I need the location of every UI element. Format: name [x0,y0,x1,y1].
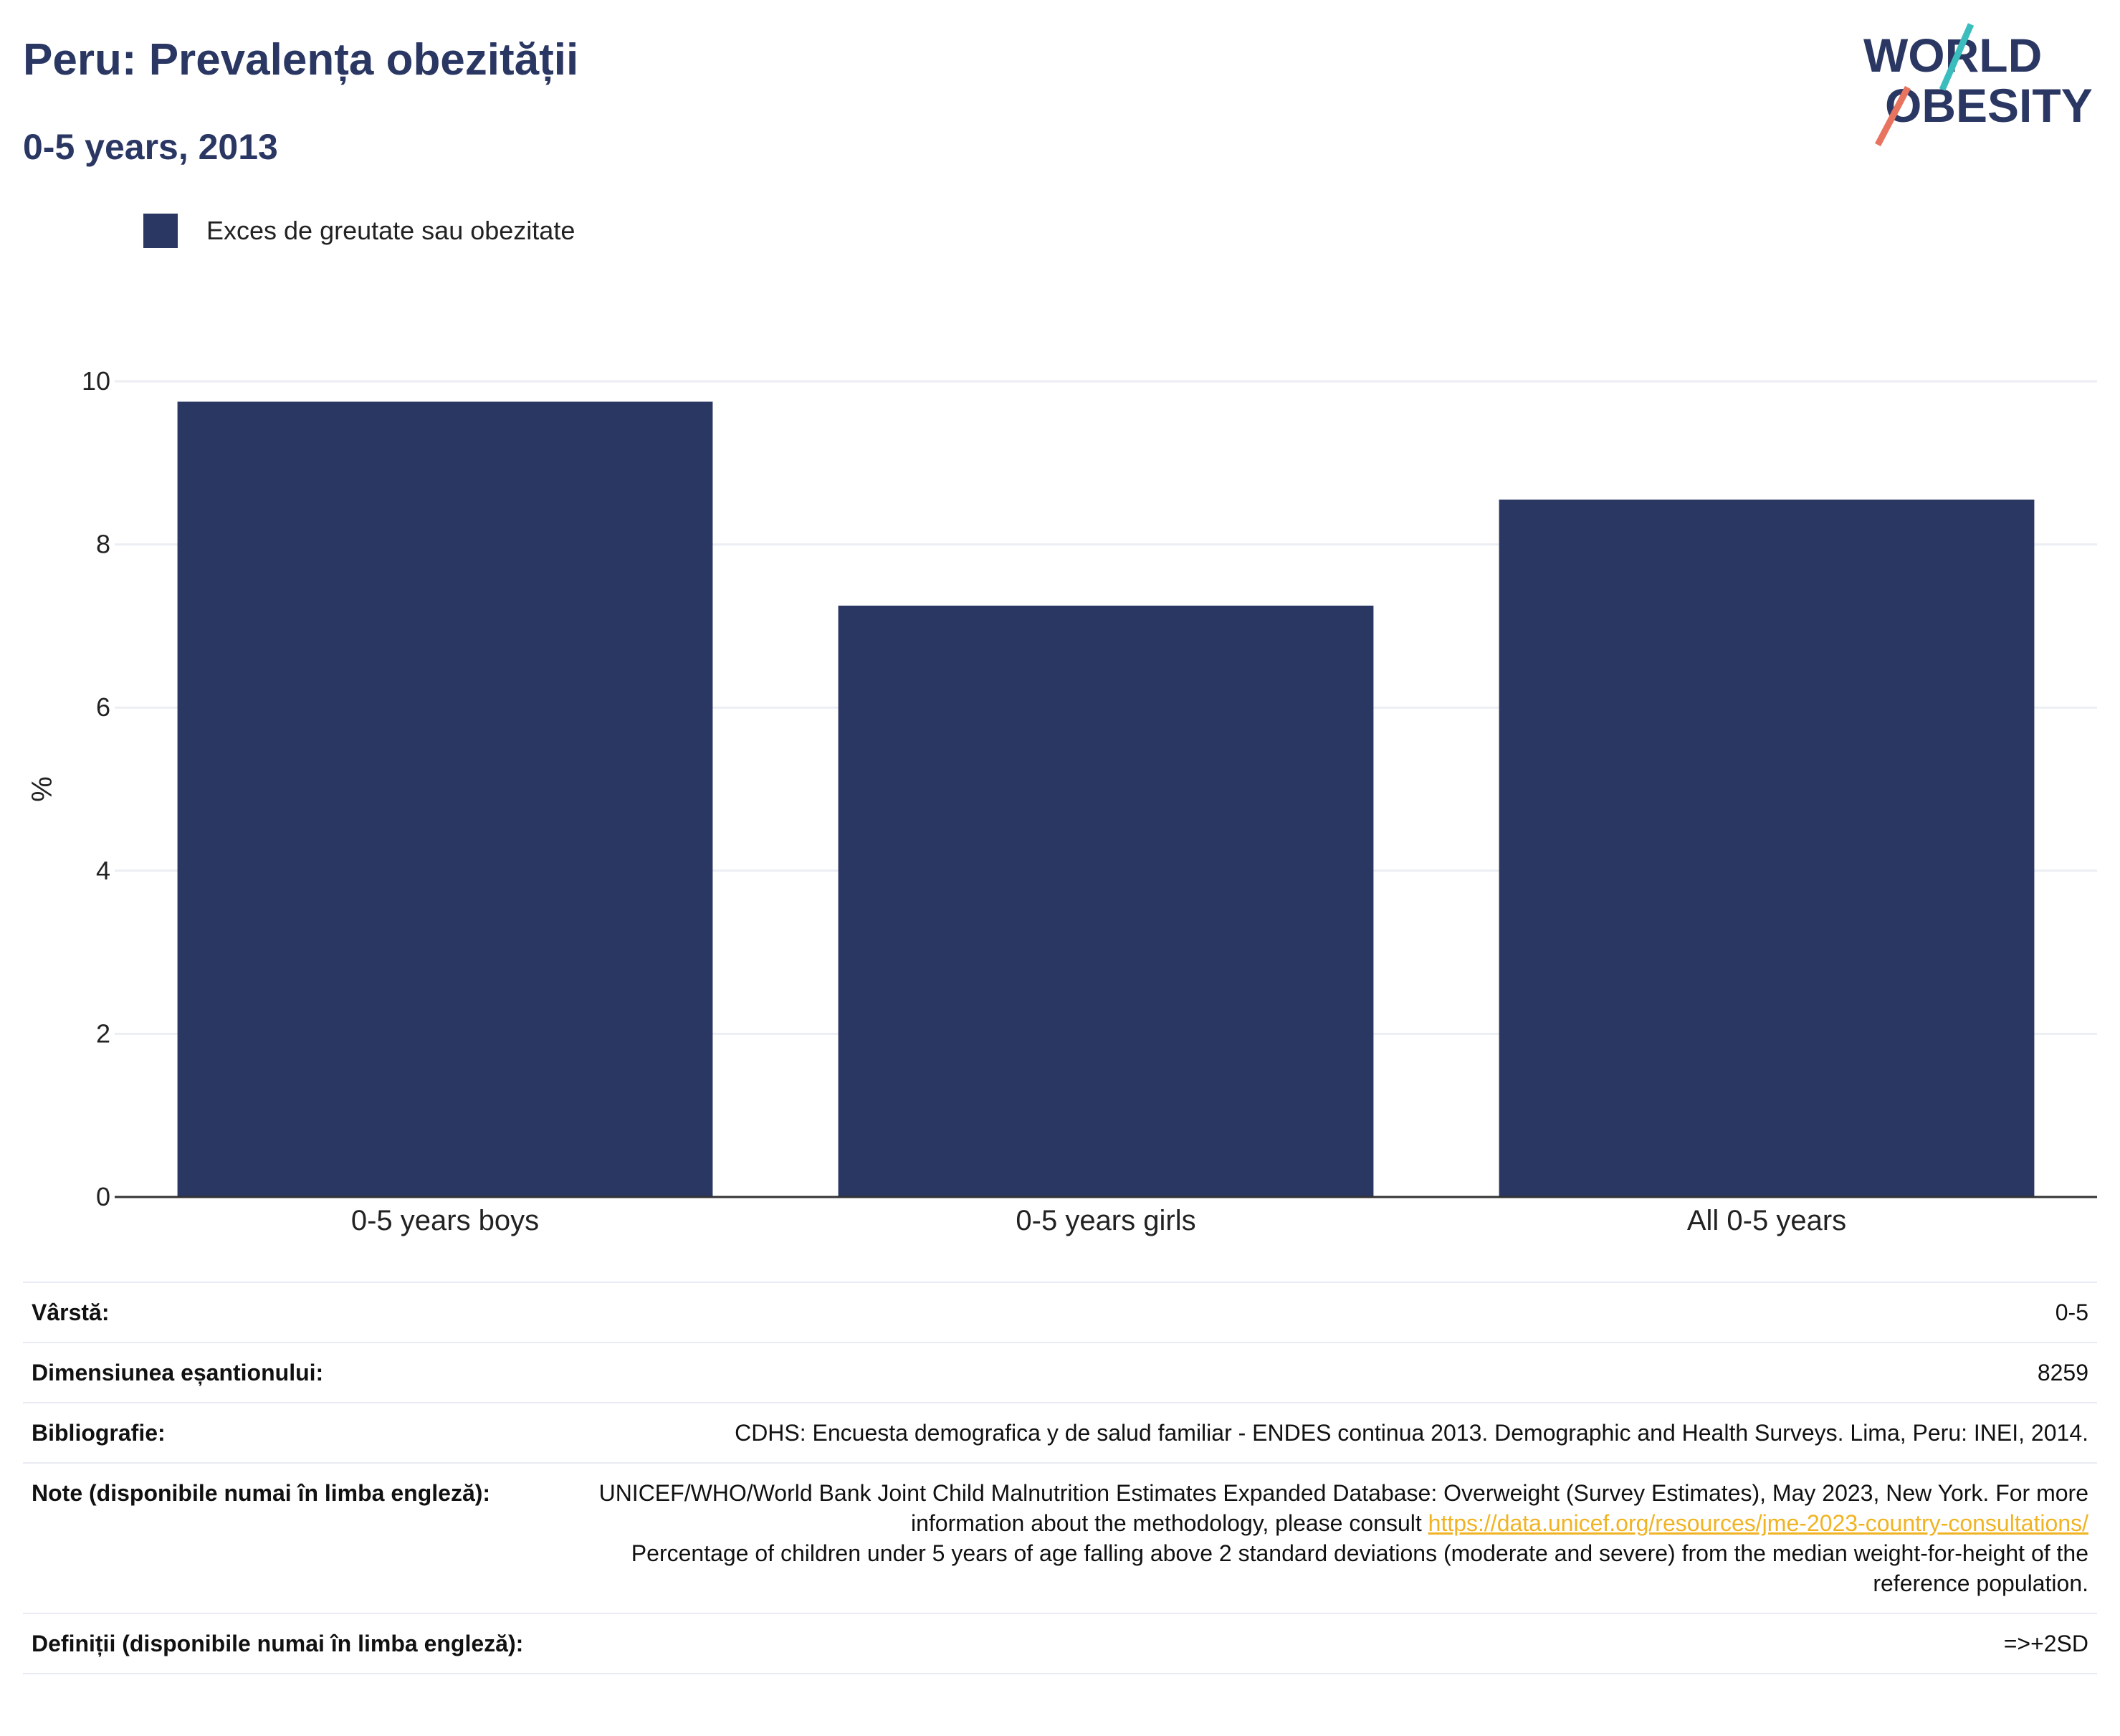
bar-chart: 0 2 4 6 8 10 0-5 years boys 0-5 years girls All … [27,366,2097,1236]
x-tick-label: 0-5 years boys [351,1205,539,1236]
bibliography-label: Bibliografie: [23,1402,556,1463]
notes-link[interactable]: https://data.unicef.org/resources/jme-20… [1428,1510,2088,1536]
age-value: 0-5 [556,1282,2097,1342]
y-tick-label: 4 [96,856,110,885]
meta-row-definitions: Definiții (disponibile numai în limba en… [23,1613,2097,1674]
meta-row-sample: Dimensiunea eșantionului: 8259 [23,1342,2097,1403]
y-tick-label: 10 [82,366,110,396]
x-tick-label: All 0-5 years [1687,1205,1846,1236]
y-tick-label: 2 [96,1019,110,1048]
chart-title: Peru: Prevalența obezității [23,35,579,85]
chart-subtitle: 0-5 years, 2013 [23,127,278,167]
y-tick-label: 6 [96,692,110,722]
definitions-value: =>+2SD [556,1613,2097,1674]
age-label: Vârstă: [23,1282,556,1342]
logo-line2: OBESITY [1885,79,2093,132]
notes-text: UNICEF/WHO/World Bank Joint Child Malnut… [598,1480,2088,1536]
bar [1499,500,2035,1197]
y-tick-label: 0 [96,1182,110,1211]
bar [177,401,713,1198]
logo-slash-coral [1875,85,1911,147]
bar [838,605,1374,1197]
definitions-label: Definiții (disponibile numai în limba en… [23,1613,556,1674]
x-tick-label: 0-5 years girls [1016,1205,1195,1236]
notes-label: Note (disponibile numai în limba engleză… [23,1462,556,1613]
meta-row-age: Vârstă: 0-5 [23,1282,2097,1342]
notes-value: UNICEF/WHO/World Bank Joint Child Malnut… [556,1462,2097,1613]
meta-row-bibliography: Bibliografie: CDHS: Encuesta demografica… [23,1402,2097,1463]
legend: Exces de greutate sau obezitate [143,214,575,248]
metadata-table: Vârstă: 0-5 Dimensiunea eșantionului: 82… [23,1282,2097,1674]
legend-label: Exces de greutate sau obezitate [206,216,576,245]
legend-swatch [143,214,178,248]
world-obesity-logo: WORLD OBESITY [1863,23,2093,147]
logo-slash-teal [1939,23,1975,91]
bibliography-value: CDHS: Encuesta demografica y de salud fa… [556,1402,2097,1463]
sample-label: Dimensiunea eșantionului: [23,1342,556,1403]
y-axis-label: % [27,776,58,802]
notes-definition-text: Percentage of children under 5 years of … [631,1540,2088,1596]
y-tick-label: 8 [96,530,110,559]
meta-row-notes: Note (disponibile numai în limba engleză… [23,1462,2097,1613]
sample-value: 8259 [556,1342,2097,1403]
